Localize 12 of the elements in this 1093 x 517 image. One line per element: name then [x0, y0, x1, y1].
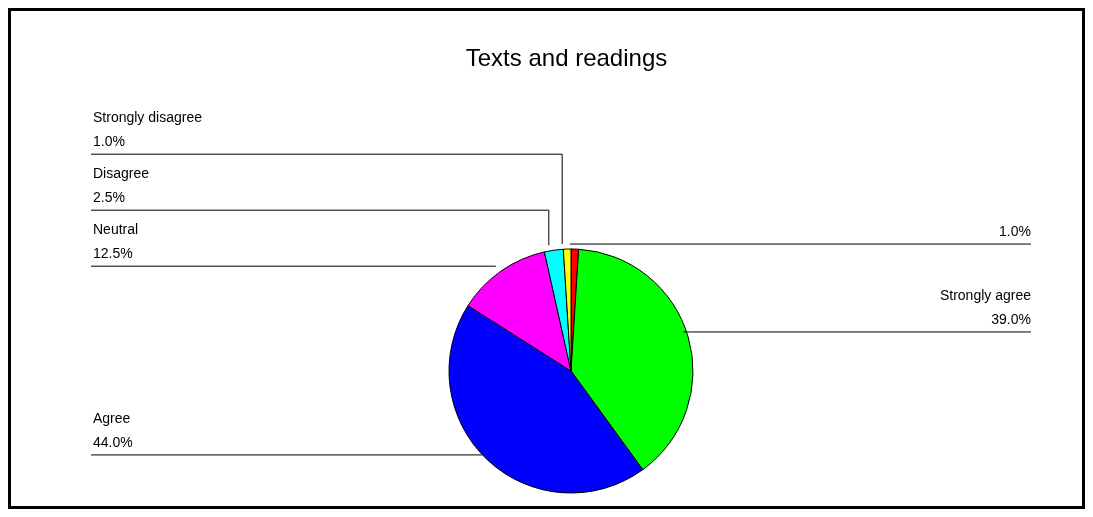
chart-title: Texts and readings — [465, 44, 668, 71]
data-label: 39.0% — [991, 310, 1031, 327]
data-label: 12.5% — [93, 245, 133, 262]
slice-label: Strongly disagree — [93, 109, 203, 126]
slice-label: Agree — [93, 409, 131, 426]
slice-label: Neutral — [93, 221, 139, 238]
slice-label: Strongly agree — [939, 286, 1032, 303]
data-label: 1.0% — [93, 133, 125, 150]
data-label: 44.0% — [93, 433, 133, 450]
slice-label: Disagree — [93, 165, 150, 182]
data-label: 1.0% — [999, 223, 1031, 240]
data-label: 2.5% — [93, 189, 125, 206]
